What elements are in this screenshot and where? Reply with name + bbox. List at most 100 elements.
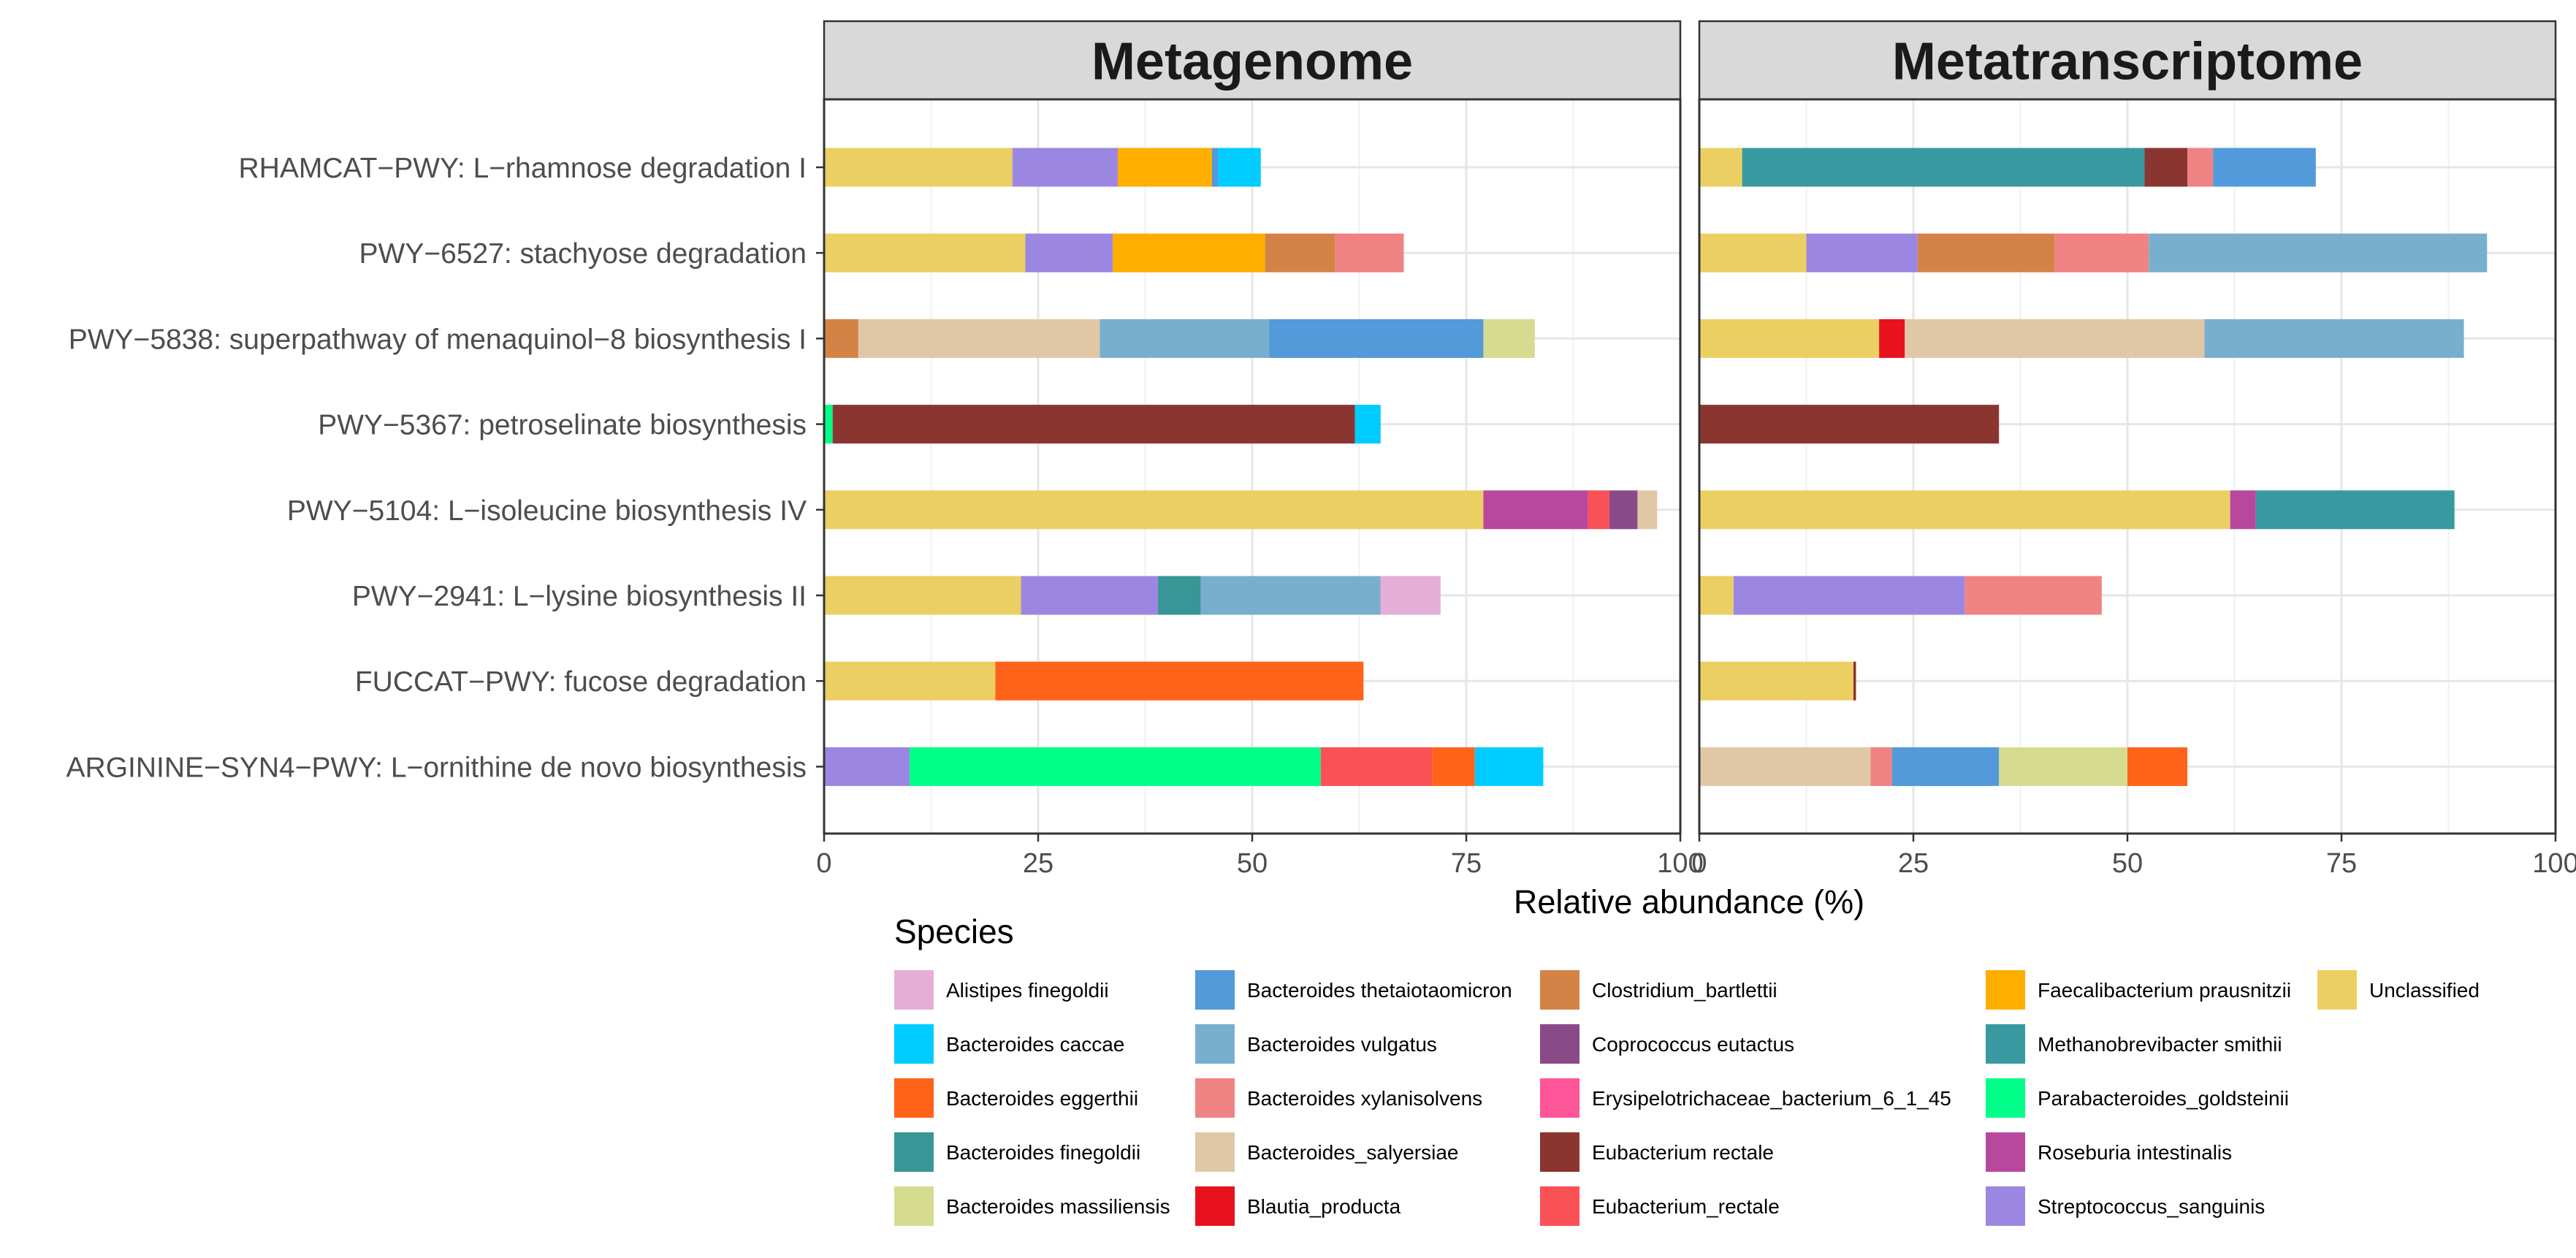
y-tick-label: PWY−5104: L−isoleucine biosynthesis IV [287, 495, 807, 527]
bar-segment-unclassified [824, 490, 1484, 530]
bars [824, 148, 1658, 786]
x-axis: 0 25 50 75 100 [816, 834, 1704, 879]
legend-label: Bacteroides massiliensis [946, 1195, 1170, 1218]
bar-segment-bacteroides-vulgatus [2149, 233, 2488, 272]
legend-swatch [1195, 1024, 1235, 1064]
legend-swatch [1540, 970, 1579, 1010]
legend-label: Eubacterium_rectale [1592, 1195, 1780, 1218]
bar-segment-unclassified [1699, 490, 2230, 530]
bar-segment-unclassified [1699, 148, 1742, 187]
bar-segment-faecalibacterium-prausnitzii [1112, 233, 1265, 272]
bar-segment-streptococcus-sanguinis [1806, 233, 1918, 272]
x-tick-label: 100 [1657, 848, 1703, 879]
bar-segment-bacteroides-salyersiae [858, 319, 1100, 358]
facet-strip [823, 20, 1682, 101]
bar-segment-bacteroides-xylanisolvens [2054, 233, 2149, 272]
x-tick-label: 75 [2326, 848, 2357, 879]
bar-segment-bacteroides-caccae [1354, 405, 1381, 444]
x-tick-label: 100 [2532, 848, 2576, 879]
x-axis-title: Relative abundance (%) [1514, 883, 1864, 920]
legend-label: Erysipelotrichaceae_bacterium_6_1_45 [1592, 1087, 1951, 1110]
legend-swatch [2317, 970, 2357, 1010]
x-tick-label: 75 [1451, 848, 1482, 879]
legend-label: Roseburia intestinalis [2038, 1141, 2232, 1164]
bar-segment-bacteroides-caccae [1474, 747, 1544, 786]
legend-item-coprococcus-eutactus: Coprococcus eutactus [1540, 1024, 1794, 1064]
legend-item-bacteroides-thetaiotaomicron: Bacteroides thetaiotaomicron [1195, 970, 1512, 1010]
facet-strip [1698, 20, 2557, 101]
legend-item-clostridium-bartlettii: Clostridium_bartlettii [1540, 970, 1777, 1010]
bar-segment-unclassified [1699, 233, 1807, 272]
bar-segment-coprococcus-eutactus [1609, 490, 1638, 530]
x-tick-label: 0 [816, 848, 831, 879]
y-tick-label: ARGININE−SYN4−PWY: L−ornithine de novo b… [66, 752, 807, 783]
bar-segment-unclassified [824, 233, 1026, 272]
legend-swatch [1195, 1078, 1235, 1118]
bar-segment-bacteroides-thetaiotaomicron [1891, 747, 2000, 786]
bar-segment-eubacterium-rectale [1320, 747, 1433, 786]
legend-label: Streptococcus_sanguinis [2038, 1195, 2265, 1218]
legend-label: Eubacterium rectale [1592, 1141, 1774, 1164]
bar-segment-bacteroides-thetaiotaomicron [1211, 148, 1219, 187]
y-tick-label: FUCCAT−PWY: fucose degradation [355, 666, 807, 698]
bar-segment-bacteroides-eggerthii [2127, 747, 2188, 786]
legend-item-bacteroides-eggerthii: Bacteroides eggerthii [894, 1078, 1138, 1118]
bar-segment-bacteroides-xylanisolvens [1870, 747, 1892, 786]
legend-item-eubacterium-rectale: Eubacterium_rectale [1540, 1186, 1780, 1226]
bars [1699, 148, 2488, 786]
legend-swatch [1195, 1132, 1235, 1172]
x-tick-label: 25 [1023, 848, 1053, 879]
legend-label: Alistipes finegoldii [946, 979, 1109, 1002]
bar-segment-eubacterium-rectale [1699, 405, 2000, 444]
bar-segment-clostridium-bartlettii [1917, 233, 2055, 272]
legend-label: Bacteroides caccae [946, 1033, 1124, 1056]
bar-segment-bacteroides-thetaiotaomicron [2213, 148, 2316, 187]
facet-label: Metatranscriptome [1892, 33, 2363, 91]
legend-swatch [1986, 1024, 2025, 1064]
legend-swatch [894, 970, 934, 1010]
legend-swatch [894, 1132, 934, 1172]
bar-segment-unclassified [824, 576, 1021, 615]
y-tick-label: PWY−6527: stachyose degradation [359, 238, 807, 270]
x-tick-label: 50 [1237, 848, 1268, 879]
legend-label: Methanobrevibacter smithii [2038, 1033, 2282, 1056]
legend-item-alistipes-finegoldii: Alistipes finegoldii [894, 970, 1109, 1010]
legend-label: Bacteroides thetaiotaomicron [1247, 979, 1512, 1002]
panel-metatranscriptome: Metatranscriptome 0 25 50 75 100 [1691, 20, 2576, 879]
y-tick-label: PWY−5367: petroselinate biosynthesis [318, 410, 807, 441]
x-tick-label: 25 [1898, 848, 1929, 879]
legend-item-unclassified: Unclassified [2317, 970, 2480, 1010]
bar-segment-bacteroides-vulgatus [1100, 319, 1270, 358]
legend-label: Parabacteroides_goldsteinii [2038, 1087, 2289, 1110]
bar-segment-eubacterium-rectale [2144, 148, 2188, 187]
legend-swatch [1540, 1132, 1579, 1172]
legend-swatch [894, 1024, 934, 1064]
legend-swatch [1195, 1186, 1235, 1226]
bar-segment-roseburia-intestinalis [2230, 490, 2256, 530]
bar-segment-streptococcus-sanguinis [824, 747, 910, 786]
legend-swatch [1540, 1186, 1579, 1226]
bar-segment-eubacterium-rectale [1588, 490, 1609, 530]
bar-segment-eubacterium-rectale [1853, 661, 1856, 701]
legend-item-methanobrevibacter-smithii: Methanobrevibacter smithii [1986, 1024, 2282, 1064]
legend-item-parabacteroides-goldsteinii: Parabacteroides_goldsteinii [1986, 1078, 2289, 1118]
bar-segment-faecalibacterium-prausnitzii [1117, 148, 1212, 187]
bar-segment-bacteroides-xylanisolvens [1965, 576, 2102, 615]
legend-item-bacteroides-xylanisolvens: Bacteroides xylanisolvens [1195, 1078, 1482, 1118]
x-tick-label: 50 [2112, 848, 2143, 879]
legend-swatch [1195, 970, 1235, 1010]
legend-label: Bacteroides_salyersiae [1247, 1141, 1459, 1164]
bar-segment-eubacterium-rectale [832, 405, 1355, 444]
bar-segment-parabacteroides-goldsteinii [824, 405, 833, 444]
legend-swatch [894, 1078, 934, 1118]
legend-label: Bacteroides vulgatus [1247, 1033, 1437, 1056]
legend-item-erysipelotrichaceae-bacterium-6-1-45: Erysipelotrichaceae_bacterium_6_1_45 [1540, 1078, 1951, 1118]
legend-swatch [1540, 1024, 1579, 1064]
bar-segment-parabacteroides-goldsteinii [910, 747, 1321, 786]
bar-segment-roseburia-intestinalis [1483, 490, 1588, 530]
x-tick-label: 0 [1691, 848, 1707, 879]
bar-segment-bacteroides-xylanisolvens [1335, 233, 1404, 272]
legend-item-roseburia-intestinalis: Roseburia intestinalis [1986, 1132, 2232, 1172]
legend-label: Coprococcus eutactus [1592, 1033, 1794, 1056]
